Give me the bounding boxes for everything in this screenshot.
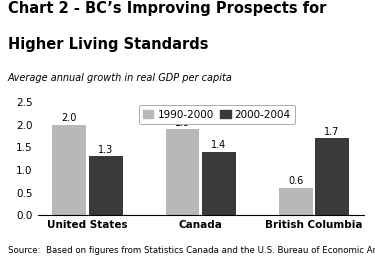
Text: 2.0: 2.0 (62, 113, 77, 123)
Text: 1.3: 1.3 (98, 145, 113, 155)
Bar (53, 125, 86, 215)
Text: 1.4: 1.4 (211, 140, 226, 150)
Text: Source:  Based on figures from Statistics Canada and the U.S. Bureau of Economic: Source: Based on figures from Statistics… (8, 246, 375, 255)
Text: 1.9: 1.9 (175, 118, 190, 128)
Bar (165, 130, 200, 215)
Legend: 1990-2000, 2000-2004: 1990-2000, 2000-2004 (139, 105, 295, 124)
Text: Chart 2 - BC’s Improving Prospects for: Chart 2 - BC’s Improving Prospects for (8, 1, 326, 16)
Bar (315, 138, 349, 215)
Bar (88, 156, 123, 215)
Text: 0.6: 0.6 (288, 176, 303, 186)
Bar (279, 188, 313, 215)
Text: Higher Living Standards: Higher Living Standards (8, 37, 208, 52)
Bar (202, 152, 236, 215)
Text: Average annual growth in real GDP per capita: Average annual growth in real GDP per ca… (8, 73, 232, 83)
Text: 1.7: 1.7 (324, 127, 340, 137)
